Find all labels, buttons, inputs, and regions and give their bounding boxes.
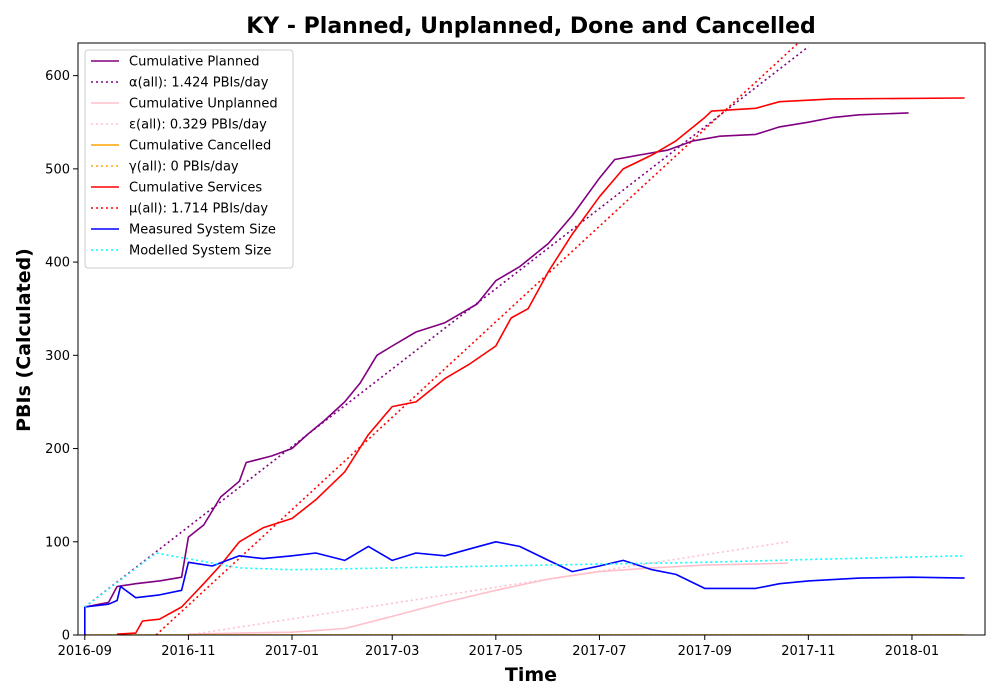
- y-tick-label: 500: [45, 162, 70, 177]
- y-tick-label: 200: [45, 442, 70, 457]
- x-tick-label: 2017-07: [572, 644, 626, 659]
- chart-title: KY - Planned, Unplanned, Done and Cancel…: [246, 14, 816, 39]
- plot-frame: [77, 42, 986, 636]
- legend-label: γ(all): 0 PBIs/day: [129, 160, 239, 175]
- series-line-measured-system-size: [84, 541, 965, 635]
- x-tick-label: 2018-01: [885, 644, 939, 659]
- legend: Cumulative Planned α(all): 1.424 PBIs/day…: [84, 49, 294, 269]
- series-line-all-0-329-pbis-day: [188, 541, 789, 635]
- x-tick-label: 2017-01: [265, 644, 319, 659]
- legend-label: Modelled System Size: [129, 244, 271, 259]
- series-line-cumulative-unplanned: [188, 562, 789, 635]
- y-tick-label: 300: [45, 349, 70, 364]
- x-tick-label: 2017-05: [469, 644, 523, 659]
- y-tick-label: 400: [45, 256, 70, 271]
- series-line-modelled-system-size: [84, 552, 965, 608]
- legend-label: α(all): 1.424 PBIs/day: [129, 76, 269, 91]
- legend-label: μ(all): 1.714 PBIs/day: [129, 202, 268, 217]
- series-line-cumulative-planned: [84, 112, 909, 608]
- y-tick-label: 100: [45, 535, 70, 550]
- series-line-all-1-714-pbis-day: [155, 43, 799, 635]
- x-tick-label: 2016-11: [161, 644, 215, 659]
- x-tick-label: 2017-03: [365, 644, 419, 659]
- plot-area: [84, 43, 965, 635]
- x-tick-label: 2017-11: [781, 644, 835, 659]
- x-tick-label: 2017-09: [678, 644, 732, 659]
- x-axis-label: Time: [505, 664, 557, 686]
- series-line-cumulative-services: [117, 97, 965, 635]
- legend-label: Cumulative Planned: [129, 55, 259, 70]
- x-tick-label: 2016-09: [58, 644, 112, 659]
- y-axis-label: PBIs (Calculated): [13, 248, 35, 432]
- legend-label: ε(all): 0.329 PBIs/day: [129, 118, 267, 133]
- legend-label: Cumulative Unplanned: [129, 97, 278, 112]
- y-tick-label: 600: [45, 69, 70, 84]
- legend-box: [84, 49, 294, 269]
- legend-label: Measured System Size: [129, 223, 276, 238]
- y-tick-label: 0: [62, 629, 70, 644]
- legend-label: Cumulative Cancelled: [129, 139, 271, 154]
- legend-label: Cumulative Services: [129, 181, 262, 196]
- axes: 2016-09 2016-11 2017-01 2017-03 2017-05 2017-…: [45, 69, 939, 659]
